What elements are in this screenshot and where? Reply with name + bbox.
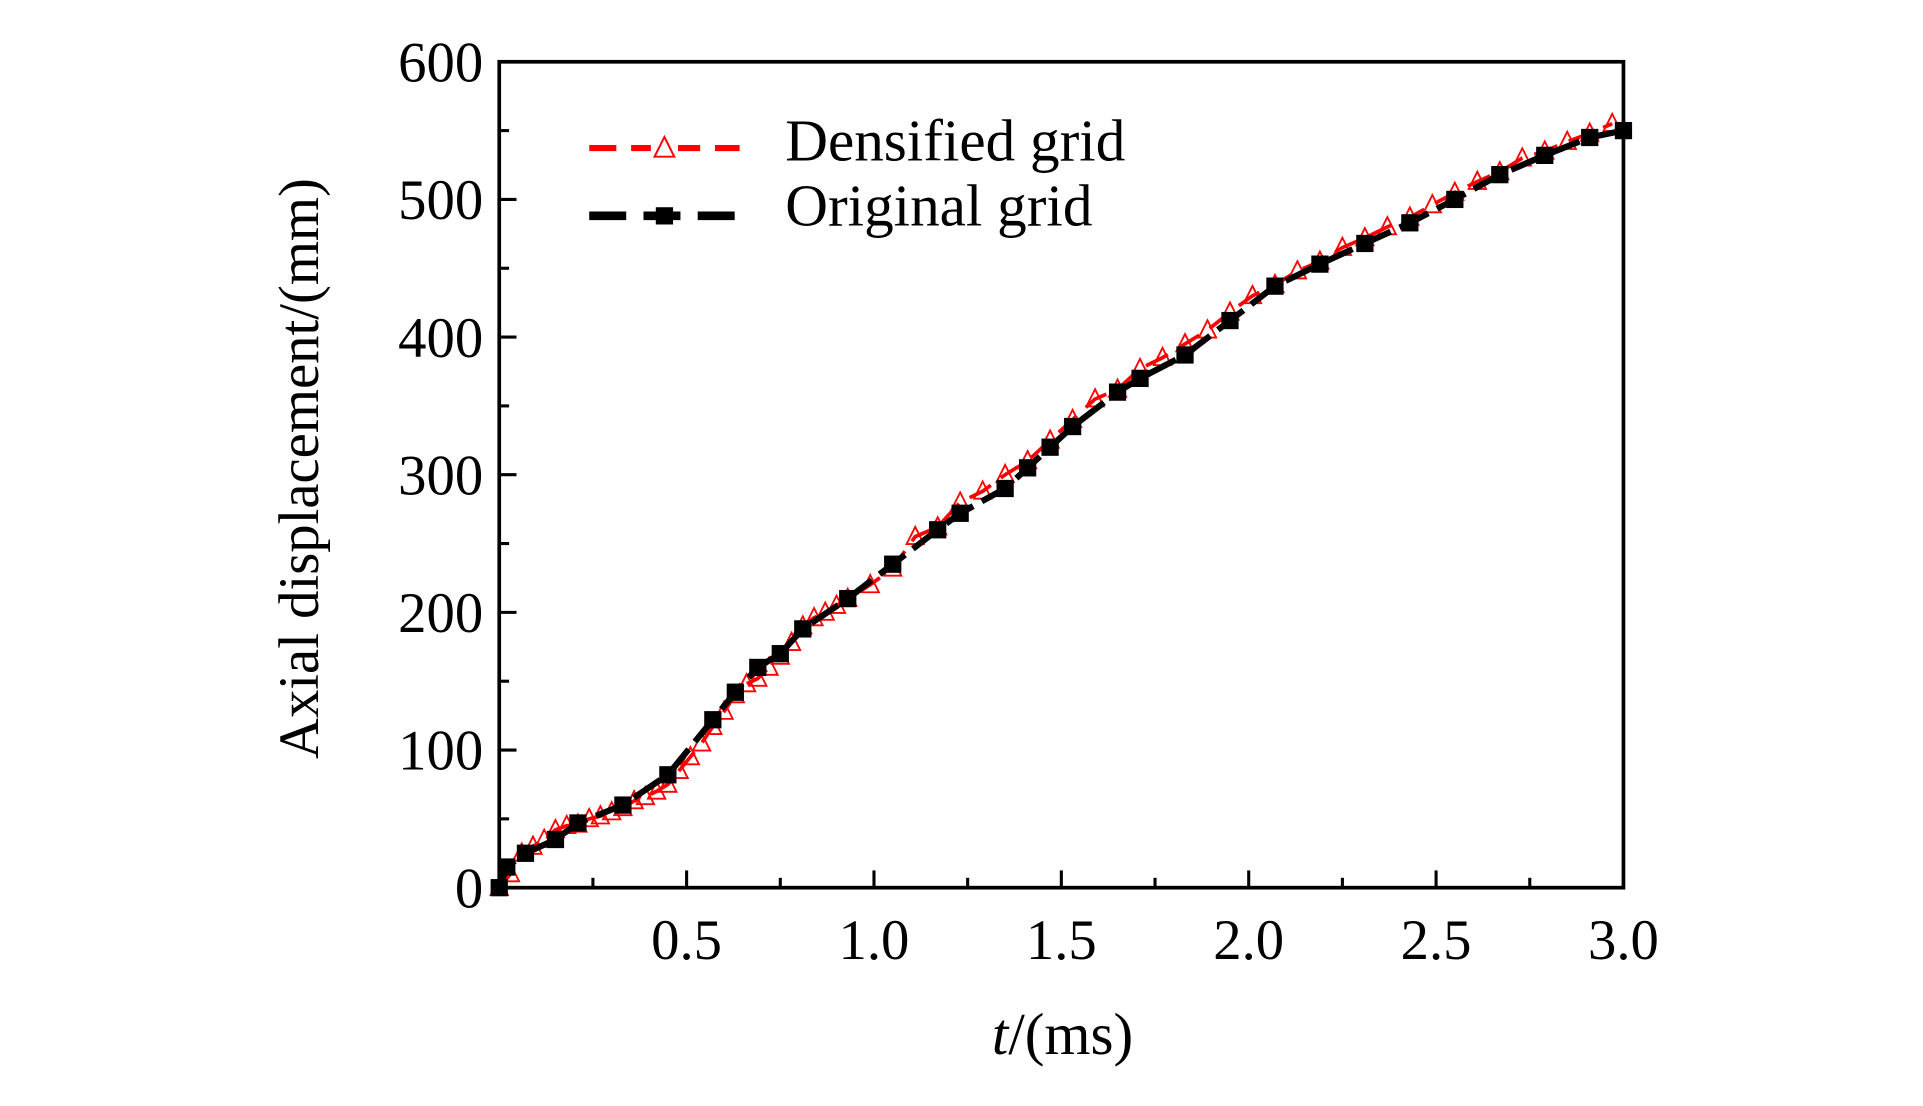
densified-grid-point [713,699,735,720]
y-axis-label: Axial displacement/(mm) [268,178,331,759]
legend: Densified grid Original grid [589,107,1125,239]
original-grid-point [704,711,722,729]
y-tick-label: 200 [398,582,483,645]
original-grid-point [1176,346,1194,364]
original-grid-point [749,658,767,677]
original-grid-point [884,555,902,573]
plot-marks [489,111,1633,897]
original-grid-point [1266,277,1284,295]
x-axis-label: t/(ms) [992,1001,1133,1067]
x-tick-label: 2.0 [1213,909,1284,972]
x-tick-label: 1.0 [839,909,910,972]
original-grid-point [1221,311,1239,330]
y-tick-label: 300 [398,444,483,507]
original-grid-point [516,844,535,862]
original-grid-point [498,858,516,876]
densified-grid-point [1422,192,1443,214]
original-grid-point [951,504,969,522]
original-grid-point [726,683,744,701]
original-grid-point [1108,383,1127,401]
axis-ticks: 0.5 1.0 1.5 2.0 2.5 3.0 0 100 200 300 400 500 600 [398,31,1659,972]
densified-grid-point [747,666,768,687]
original-grid-point [1536,146,1554,165]
original-grid-point [1356,234,1374,253]
original-grid-point [659,766,677,784]
y-tick-label: 0 [455,857,483,920]
original-grid-point [1311,255,1329,273]
x-tick-label: 2.5 [1401,909,1472,972]
original-grid-point [1446,190,1464,209]
original-grid-point [1581,128,1599,147]
x-axis-label-unit: /(ms) [1008,1001,1133,1067]
y-tick-label: 500 [398,169,483,232]
original-grid-point [1018,459,1037,477]
y-tick-label: 100 [398,720,483,783]
x-tick-label: 1.5 [1026,909,1097,972]
original-grid-point [546,830,565,849]
legend-label-original: Original grid [785,173,1092,239]
original-grid-point [771,645,789,663]
original-grid-point [996,479,1014,498]
x-tick-label: 0.5 [651,909,722,972]
y-tick-label: 600 [398,31,483,94]
x-axis-label-variable: t [992,1001,1010,1067]
x-tick-label: 3.0 [1588,909,1659,972]
legend-square-marker [655,207,674,225]
original-grid-point [1041,438,1059,456]
original-grid-point [929,521,947,539]
legend-triangle-marker [652,134,676,158]
original-grid-point [614,796,632,814]
y-tick-label: 400 [398,307,483,370]
original-grid-point [1401,214,1419,232]
original-grid-point [1131,369,1149,387]
legend-label-densified: Densified grid [785,107,1125,173]
original-grid-point [1491,166,1509,184]
original-grid-point [569,814,587,832]
original-grid-point [839,589,857,608]
original-grid-point [794,620,812,638]
original-grid-point [1063,417,1082,436]
densified-grid-point [781,630,802,651]
